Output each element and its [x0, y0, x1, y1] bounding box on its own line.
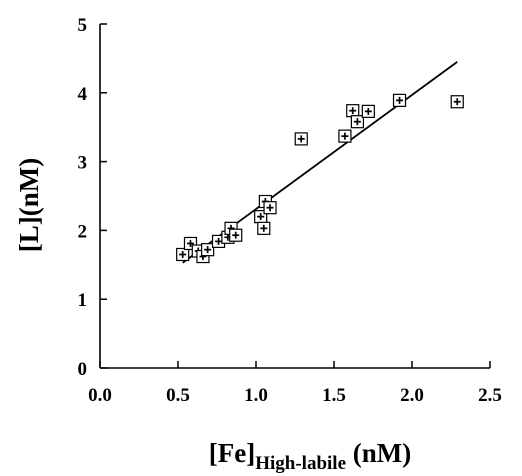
data-point — [201, 243, 215, 257]
x-axis-title-main: [Fe] — [209, 438, 255, 468]
ticks: 0.0 0.5 1.0 1.5 2.0 2.5 0 1 2 3 4 5 — [78, 15, 502, 406]
data-point — [338, 129, 352, 143]
y-tick-label: 2 — [78, 221, 88, 242]
x-tick-label: 0.5 — [166, 385, 190, 406]
y-tick-label: 3 — [78, 153, 88, 174]
data-points — [176, 93, 464, 264]
data-point — [176, 247, 190, 262]
x-axis-title: [Fe]High-labile (nM) — [209, 438, 412, 474]
y-tick-label: 0 — [78, 359, 88, 380]
x-tick-label: 1.0 — [244, 385, 268, 406]
data-point — [294, 132, 308, 146]
data-point — [263, 201, 277, 215]
y-tick-label: 5 — [78, 15, 88, 36]
data-point — [350, 115, 364, 129]
y-axis-title: [L](nM) — [14, 158, 44, 252]
x-tick-label: 1.5 — [322, 385, 346, 406]
axes — [99, 24, 490, 369]
data-point — [450, 95, 464, 109]
data-point — [361, 104, 375, 118]
y-tick-label: 1 — [78, 290, 88, 311]
data-point — [392, 93, 407, 107]
x-axis-title-unit: (nM) — [346, 438, 411, 468]
x-tick-label: 2.5 — [478, 385, 502, 406]
data-point — [346, 104, 360, 118]
x-axis-title-subscript: High-labile — [255, 453, 346, 474]
x-tick-label: 0.0 — [88, 385, 112, 406]
data-point — [257, 221, 271, 235]
data-point — [229, 228, 243, 242]
x-tick-label: 2.0 — [400, 385, 424, 406]
y-tick-label: 4 — [78, 84, 88, 105]
